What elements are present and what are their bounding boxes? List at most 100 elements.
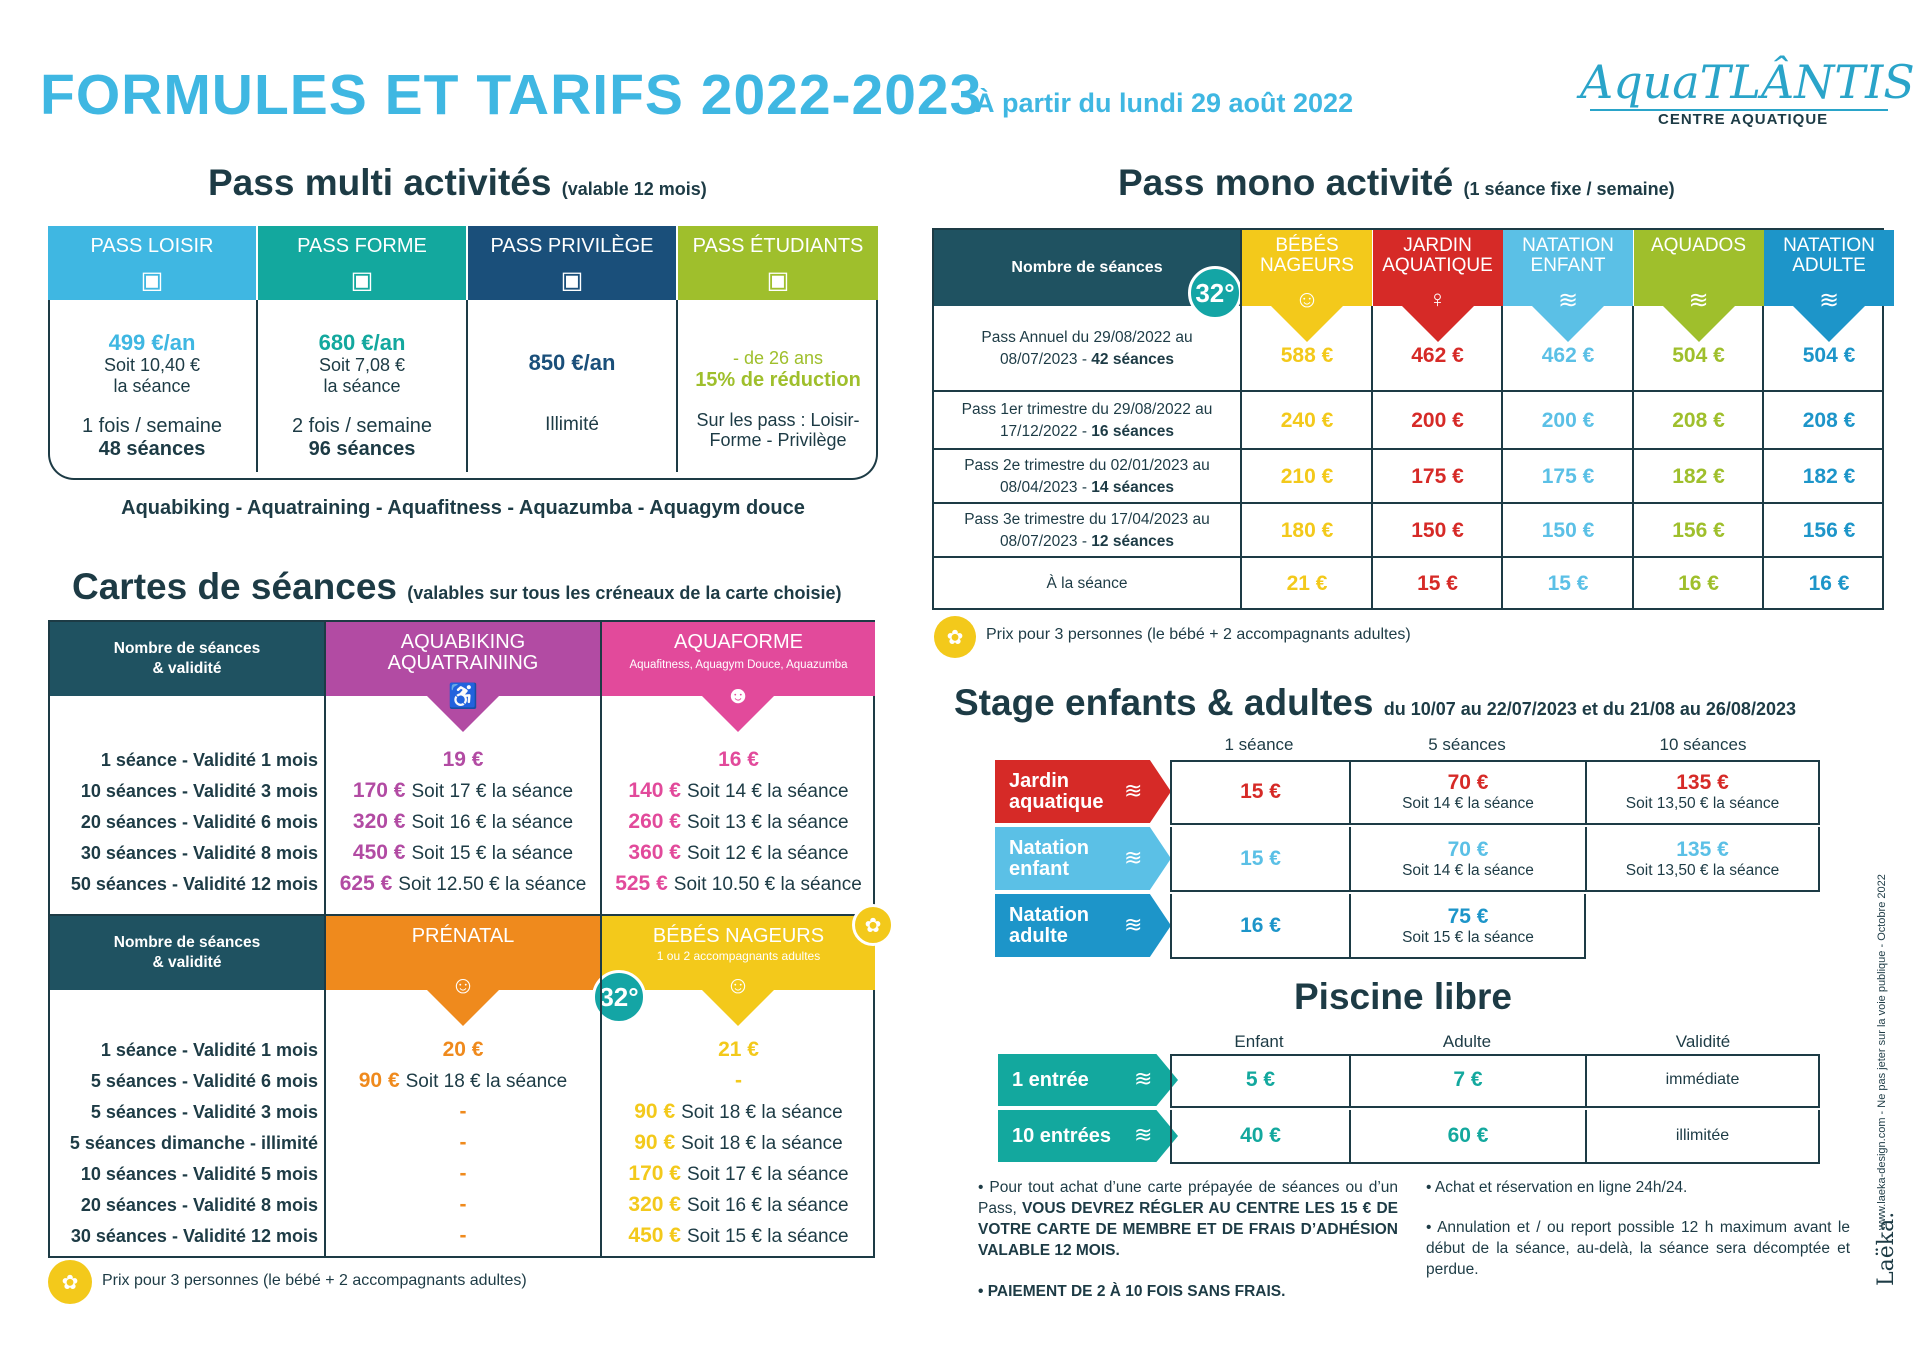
- pass-loisir-body: 499 €/an Soit 10,40 € la séance 1 fois /…: [48, 330, 256, 461]
- stage-row-label: Natation adulte: [995, 894, 1171, 957]
- piscine-price-enfant: 5 €: [1245, 1068, 1276, 1091]
- price-cell-a: -: [326, 1193, 600, 1217]
- row-label: 10 séances - Validité 5 mois: [80, 1164, 318, 1184]
- mono-price: 180 €: [1280, 519, 1334, 542]
- pass-loisir-header: PASS LOISIR: [48, 226, 256, 300]
- col-divider: [1349, 760, 1351, 825]
- stage-label-b: enfant: [1009, 857, 1069, 880]
- pool-ladder-icon: ≋: [1134, 1066, 1153, 1091]
- stage-col-5: 5 séances: [1428, 735, 1506, 754]
- mono-price: 175 €: [1411, 465, 1464, 488]
- price-value: 450 €: [628, 1224, 681, 1247]
- swim-icon: ☺: [1294, 286, 1320, 313]
- mono-row-sessions: 12 séances: [1091, 533, 1175, 550]
- mono-row-dates: 08/07/2023 -: [999, 533, 1092, 550]
- mono-price: 208 €: [1672, 409, 1725, 432]
- family-icon: ✿: [852, 904, 894, 946]
- stage-label-b: aquatique: [1009, 790, 1104, 813]
- price-cell-b: 90 € Soit 18 € la séance: [602, 1131, 875, 1155]
- row-label: 30 séances - Validité 8 mois: [80, 843, 318, 863]
- price-value: 90 €: [634, 1131, 676, 1154]
- mono-row-sessions: 14 séances: [1091, 479, 1175, 496]
- temperature-badge: 32°: [1188, 266, 1242, 320]
- aquabiking-label: AQUABIKING: [400, 631, 526, 653]
- price-value: -: [459, 1100, 467, 1123]
- mono-col-arrow: [1401, 306, 1474, 342]
- price-value: 21 €: [718, 1038, 759, 1061]
- price-value: -: [735, 1069, 742, 1092]
- per-session: Soit 16 € la séance: [411, 812, 574, 833]
- pass-loisir-name: PASS LOISIR: [90, 235, 214, 257]
- pass-privilege-body: 850 €/an Illimité: [468, 350, 676, 436]
- stage-per-5: Soit 14 € la séance: [1402, 794, 1534, 812]
- pass-privilege-name: PASS PRIVILÈGE: [490, 235, 654, 257]
- mono-col-header-1: JARDIN AQUATIQUE: [1372, 230, 1503, 306]
- price-cell-b: 21 €: [602, 1038, 875, 1062]
- mono-table: Nombre de séances 32° BÉBÉS NAGEURS ☺ JARDI…: [932, 228, 1894, 610]
- mono-row-line2: 08/04/2023 - 14 séances: [1000, 477, 1174, 499]
- aquaforme-header: AQUAFORME Aquafitness, Aquagym Douce, Aqu…: [602, 622, 875, 696]
- col-divider: [1349, 827, 1351, 892]
- mono-row-label: Pass 1er trimestre du 29/08/2022 au 17/12…: [934, 392, 1240, 450]
- piscine-arrow: [998, 1054, 1178, 1106]
- stage-title: Stage enfants & adultes du 10/07 au 22/0…: [954, 682, 1796, 724]
- bullet-2: PAIEMENT DE 2 À 10 FOIS SANS FRAIS.: [987, 1283, 1286, 1300]
- swim-icon: ♀: [1428, 286, 1447, 313]
- baby-swim-icon: ☺: [725, 972, 751, 999]
- prenatal-header: PRÉNATAL: [326, 916, 600, 990]
- price-value: 260 €: [628, 810, 681, 833]
- stage-cell-5: 70 € Soit 14 € la séance: [1351, 827, 1585, 890]
- pass-etudiants-header: PASS ÉTUDIANTS: [678, 226, 878, 300]
- per-session: Soit 15 € la séance: [686, 1226, 849, 1247]
- row-label: 50 séances - Validité 12 mois: [70, 874, 318, 894]
- mono-price: 200 €: [1411, 409, 1464, 432]
- col-divider: [1585, 760, 1587, 825]
- mono-price: 462 €: [1541, 344, 1595, 367]
- bebes-nageurs-label: BÉBÉS NAGEURS: [652, 925, 825, 947]
- price-value: 320 €: [352, 810, 406, 833]
- stage-cell-10: 135 € Soit 13,50 € la séance: [1587, 827, 1818, 890]
- mono-row-sessions: 16 séances: [1091, 423, 1175, 440]
- mono-price: 15 €: [1547, 572, 1589, 595]
- aquabiking-header: AQUABIKING AQUATRAINING: [326, 622, 600, 696]
- mono-col-arrow: [1271, 306, 1343, 342]
- mono-row-sessions: 42 séances: [1091, 351, 1175, 368]
- multi-note: (valable 12 mois): [561, 179, 707, 199]
- page-subtitle: À partir du lundi 29 août 2022: [975, 88, 1354, 118]
- multi-title-text: Pass multi activités: [208, 162, 552, 203]
- bullet-payment: • PAIEMENT DE 2 À 10 FOIS SANS FRAIS.: [978, 1283, 1286, 1300]
- stage-row-box: [1170, 894, 1586, 959]
- col-divider: [1349, 1110, 1351, 1164]
- mono-price: 16 €: [1678, 572, 1719, 595]
- mono-row-line2: 17/12/2022 - 16 séances: [1000, 421, 1174, 443]
- mono-col-label: BÉBÉS: [1275, 235, 1339, 256]
- price-cell-b: 16 €: [602, 748, 875, 772]
- price-value: 140 €: [628, 779, 681, 802]
- piscine-validite: immédiate: [1665, 1071, 1740, 1088]
- stage-row-box: [1170, 827, 1820, 892]
- side-credit: www.laeka-design.com - Ne pas jeter sur …: [1876, 874, 1888, 1230]
- stage-price-10: 135 €: [1676, 771, 1729, 795]
- mono-title: Pass mono activité (1 séance fixe / sema…: [1118, 162, 1675, 204]
- row-label: 30 séances - Validité 12 mois: [70, 1226, 318, 1246]
- stage-price-1: 16 €: [1240, 913, 1281, 937]
- swim-icon: ≋: [1124, 912, 1143, 937]
- mono-col-label: JARDIN: [1403, 235, 1472, 256]
- logo: AquaTLÂNTIS CENTRE AQUATIQUE: [1580, 55, 1915, 135]
- stage-row-box: [1170, 760, 1820, 825]
- price-cell-b: 170 € Soit 17 € la séance: [602, 1162, 875, 1186]
- pass-forme-per: Soit 7,08 €: [318, 355, 406, 376]
- mono-col-header-0: BÉBÉS NAGEURS: [1242, 230, 1372, 306]
- per-session: Soit 17 € la séance: [411, 781, 574, 802]
- col-divider: [1349, 1054, 1351, 1108]
- price-value: 625 €: [339, 872, 393, 895]
- mono-price: 150 €: [1541, 519, 1595, 542]
- mono-price: 21 €: [1286, 572, 1328, 595]
- stage-price-1: 15 €: [1240, 846, 1281, 870]
- mono-row-label: Pass 2e trimestre du 02/01/2023 au 08/04/…: [934, 450, 1240, 504]
- mono-col-label-2: ADULTE: [1792, 254, 1866, 276]
- row-divider: [934, 502, 1882, 504]
- pass-etudiants-body: - de 26 ans 15% de réduction Sur les pas…: [678, 348, 878, 451]
- per-session: Soit 14 € la séance: [686, 781, 849, 802]
- stage-price-5: 70 €: [1447, 771, 1489, 795]
